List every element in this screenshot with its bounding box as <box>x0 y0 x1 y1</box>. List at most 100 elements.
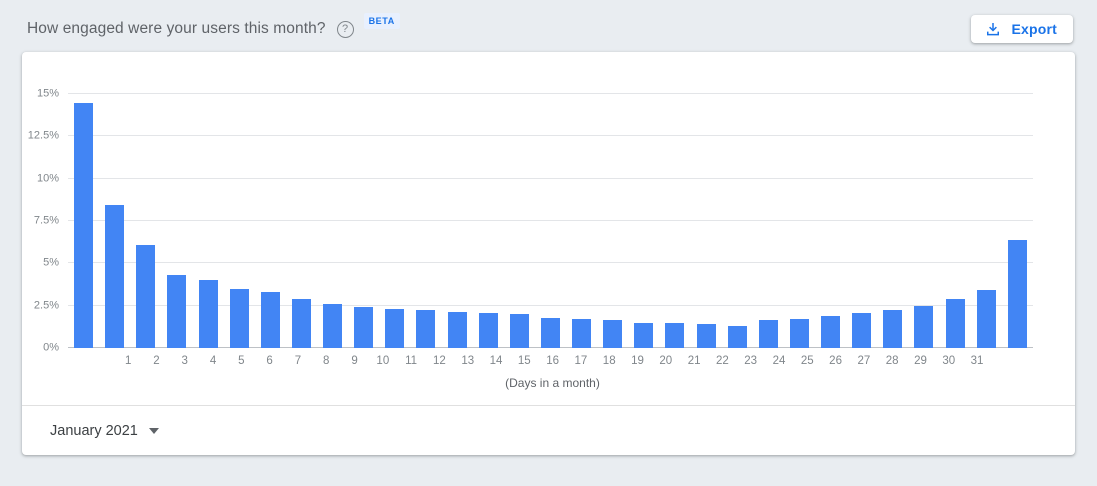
bar-slot <box>504 94 535 348</box>
bar-slot <box>846 94 877 348</box>
bar-slot <box>161 94 192 348</box>
bar-day-30[interactable] <box>976 290 996 348</box>
bar-day-25[interactable] <box>821 315 841 348</box>
x-tick-label: 23 <box>744 355 758 367</box>
bar-day-15[interactable] <box>509 314 529 348</box>
bar-day-29[interactable] <box>945 298 965 348</box>
bar-slot <box>815 94 846 348</box>
bar-day-3[interactable] <box>136 244 156 348</box>
card-footer: January 2021 <box>22 406 1075 455</box>
help-icon[interactable]: ? <box>336 20 354 38</box>
x-axis-title: (Days in a month) <box>505 376 600 390</box>
x-tick-label: 25 <box>800 355 814 367</box>
dropdown-arrow-icon <box>148 427 159 434</box>
bar-day-7[interactable] <box>260 292 280 348</box>
x-tick-label: 8 <box>323 355 330 367</box>
bar-slot <box>348 94 379 348</box>
bar-day-9[interactable] <box>323 303 343 348</box>
x-tick-label: 11 <box>405 355 418 367</box>
bar-slot <box>379 94 410 348</box>
bar-day-27[interactable] <box>883 309 903 348</box>
y-tick-label: 2.5% <box>33 299 59 312</box>
x-tick-label: 6 <box>266 355 273 367</box>
bar-day-26[interactable] <box>852 313 872 348</box>
x-tick-label: 21 <box>687 355 701 367</box>
x-tick-label: 26 <box>829 355 842 367</box>
x-tick-label: 31 <box>970 355 984 367</box>
x-tick-label: 9 <box>351 355 358 367</box>
bar-day-12[interactable] <box>416 309 436 348</box>
bar-day-11[interactable] <box>385 309 405 348</box>
gridline <box>68 93 1033 94</box>
x-tick-label: 15 <box>517 355 531 367</box>
x-tick-label: 1 <box>124 355 132 367</box>
bar-day-19[interactable] <box>634 322 654 348</box>
bar-slot <box>255 94 286 348</box>
bar-day-8[interactable] <box>291 298 311 348</box>
gridline <box>68 262 1033 264</box>
bar-slot <box>410 94 441 348</box>
bar-day-22[interactable] <box>727 326 747 348</box>
bar-day-24[interactable] <box>789 319 809 348</box>
bar-day-17[interactable] <box>572 319 592 348</box>
bar-slot <box>193 94 224 348</box>
bar-slot <box>224 94 255 348</box>
bar-slot <box>286 94 317 348</box>
bar-day-23[interactable] <box>758 320 778 348</box>
bar-day-21[interactable] <box>696 324 716 348</box>
bar-day-5[interactable] <box>198 280 218 348</box>
x-tick-label: 19 <box>631 355 644 367</box>
bar-day-1[interactable] <box>74 103 94 348</box>
bar-day-16[interactable] <box>540 317 560 348</box>
gridline <box>68 135 1033 137</box>
x-tick-label: 29 <box>914 355 927 367</box>
bar-slot <box>1002 94 1033 348</box>
bar-day-28[interactable] <box>914 305 934 348</box>
y-tick-label: 7.5% <box>33 214 59 227</box>
bar-day-2[interactable] <box>105 204 125 348</box>
x-tick-label: 16 <box>546 355 559 367</box>
x-tick-label: 17 <box>574 355 588 367</box>
bar-day-13[interactable] <box>447 311 467 348</box>
bar-slot <box>971 94 1002 348</box>
y-tick-label: 5% <box>43 256 59 269</box>
x-tick-label: 2 <box>153 355 160 367</box>
plot-area: 0% 2.5% 5% 7.5% 10% 12.5% 15% <box>28 88 1033 353</box>
bar-day-4[interactable] <box>167 275 187 348</box>
widget-header: How engaged were your users this month? … <box>0 0 1097 48</box>
bar-slot <box>130 94 161 348</box>
x-tick-label: 20 <box>659 355 673 367</box>
export-label: Export <box>1011 21 1057 37</box>
month-selector[interactable]: January 2021 <box>50 423 159 439</box>
widget-title: How engaged were your users this month? <box>27 20 326 37</box>
export-button[interactable]: Export <box>971 15 1073 43</box>
x-tick-label: 28 <box>885 355 899 367</box>
bar-slot <box>68 94 99 348</box>
x-tick-label: 3 <box>181 355 188 367</box>
gridline <box>68 304 1033 306</box>
y-tick-label: 10% <box>36 172 59 185</box>
x-axis-labels: 1 2 3 4 5 6 7 8 9 10 11 12 13 14 15 16 17 18 19 20 21 22 23 24 2… <box>114 355 991 367</box>
divider <box>22 405 1075 406</box>
y-tick-label: 12.5% <box>27 129 59 142</box>
gridline <box>68 177 1033 179</box>
bar-slot <box>317 94 348 348</box>
bar-slot <box>535 94 566 348</box>
title-group: How engaged were your users this month? … <box>27 13 400 38</box>
bar-day-10[interactable] <box>354 306 374 348</box>
bar-day-20[interactable] <box>665 323 685 348</box>
month-selector-label: January 2021 <box>50 422 138 439</box>
x-tick-label: 13 <box>461 355 475 367</box>
bar-slot <box>691 94 722 348</box>
x-tick-label: 10 <box>376 355 390 367</box>
bar-chart: 0% 2.5% 5% 7.5% 10% 12.5% 15% 1 2 3 4 5 6 7 8 9 10 11 12 1… <box>22 52 1075 390</box>
bar-day-14[interactable] <box>478 313 498 348</box>
bar-day-6[interactable] <box>229 288 249 348</box>
x-tick-label: 24 <box>772 355 786 367</box>
bar-slot <box>908 94 939 348</box>
x-tick-label: 18 <box>602 355 616 367</box>
bar-day-18[interactable] <box>603 320 623 348</box>
x-tick-label: 27 <box>857 355 871 367</box>
bar-day-31[interactable] <box>1007 239 1027 348</box>
bar-slot <box>753 94 784 348</box>
